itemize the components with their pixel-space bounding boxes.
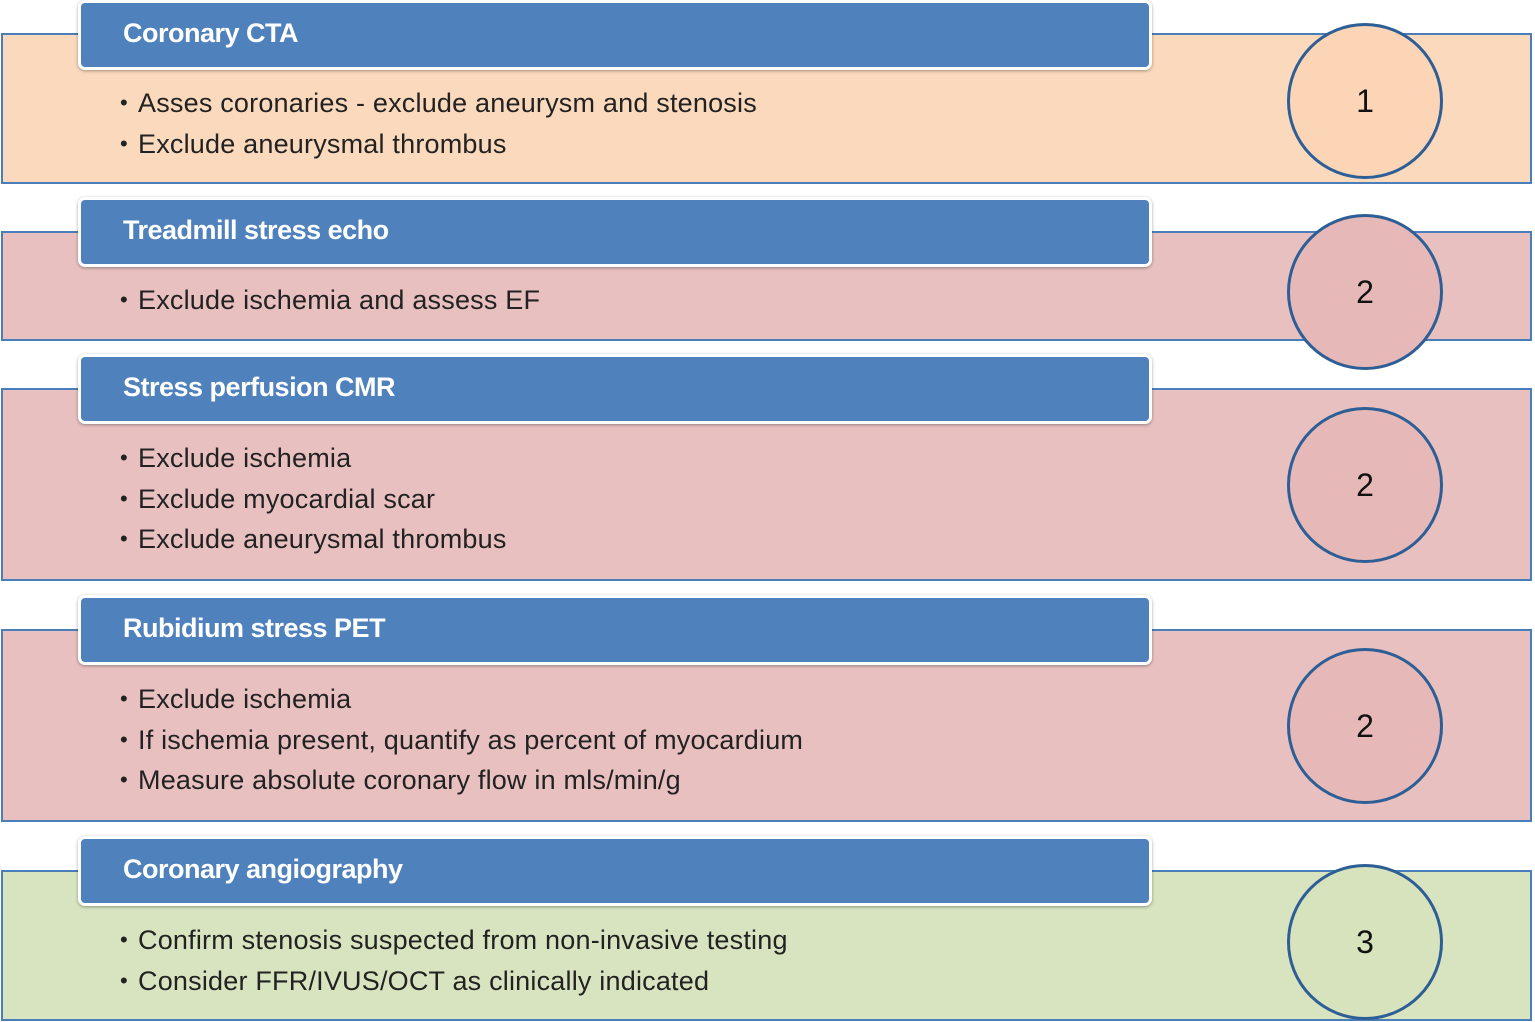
bullet-item: • Exclude aneurysmal thrombus	[120, 124, 757, 165]
bullet-icon: •	[120, 287, 128, 312]
rank-number: 1	[1356, 82, 1374, 119]
bullet-list-coronary-angiography: • Confirm stenosis suspected from non-inv…	[120, 920, 788, 1001]
bullet-item: • Exclude ischemia	[120, 679, 803, 720]
rank-circle-stress-perfusion-cmr: 2	[1287, 407, 1443, 563]
rank-circle-rubidium-stress-pet: 2	[1287, 648, 1443, 804]
bullet-item: • Consider FFR/IVUS/OCT as clinically ind…	[120, 961, 788, 1002]
section-title: Coronary angiography	[123, 854, 403, 884]
bullet-item: • Exclude aneurysmal thrombus	[120, 519, 507, 560]
section-header-stress-perfusion-cmr: Stress perfusion CMR	[78, 354, 1152, 424]
bullet-icon: •	[120, 967, 128, 993]
bullet-icon: •	[120, 445, 128, 470]
rank-number: 2	[1356, 707, 1374, 744]
rank-circle-treadmill-stress-echo: 2	[1287, 214, 1443, 370]
section-header-treadmill-stress-echo: Treadmill stress echo	[78, 197, 1152, 267]
bullet-icon: •	[120, 767, 128, 792]
bullet-item: • Confirm stenosis suspected from non-inv…	[120, 920, 788, 961]
section-header-coronary-angiography: Coronary angiography	[78, 836, 1152, 906]
bullet-list-rubidium-stress-pet: • Exclude ischemia • If ischemia present, …	[120, 679, 803, 801]
section-header-rubidium-stress-pet: Rubidium stress PET	[78, 595, 1152, 665]
bullet-item: • Asses coronaries - exclude aneurysm and…	[120, 83, 757, 124]
rank-number: 3	[1356, 923, 1374, 960]
bullet-item: • If ischemia present, quantify as percen…	[120, 720, 803, 761]
rank-circle-coronary-angiography: 3	[1287, 864, 1443, 1020]
bullet-icon: •	[120, 485, 128, 511]
section-title: Treadmill stress echo	[123, 215, 389, 245]
rank-number: 2	[1356, 273, 1374, 310]
bullet-item: • Exclude ischemia and assess EF	[120, 280, 540, 321]
section-title: Rubidium stress PET	[123, 613, 386, 643]
bullet-icon: •	[120, 526, 128, 551]
section-title: Coronary CTA	[123, 18, 299, 48]
section-title: Stress perfusion CMR	[123, 372, 396, 402]
rank-circle-coronary-cta: 1	[1287, 23, 1443, 179]
bullet-list-coronary-cta: • Asses coronaries - exclude aneurysm and…	[120, 83, 757, 164]
bullet-icon: •	[120, 686, 128, 711]
bullet-list-treadmill-stress-echo: • Exclude ischemia and assess EF	[120, 280, 540, 321]
bullet-icon: •	[120, 726, 128, 752]
bullet-icon: •	[120, 90, 128, 115]
bullet-item: • Measure absolute coronary flow in mls/m…	[120, 760, 803, 801]
bullet-icon: •	[120, 927, 128, 952]
bullet-icon: •	[120, 130, 128, 156]
section-header-coronary-cta: Coronary CTA	[78, 0, 1152, 70]
bullet-item: • Exclude ischemia	[120, 438, 507, 479]
rank-number: 2	[1356, 466, 1374, 503]
bullet-list-stress-perfusion-cmr: • Exclude ischemia • Exclude myocardial sc…	[120, 438, 507, 560]
bullet-item: • Exclude myocardial scar	[120, 479, 507, 520]
